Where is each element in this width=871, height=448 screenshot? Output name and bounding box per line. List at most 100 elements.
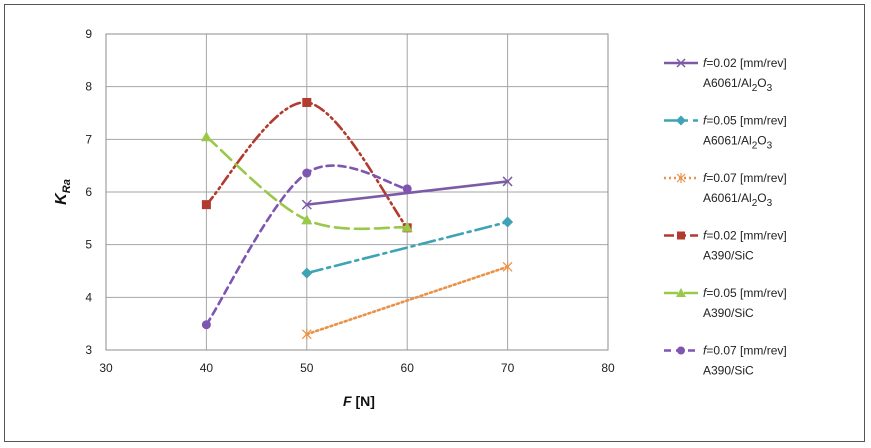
y-tick-label: 9 <box>85 27 92 41</box>
legend-feed-value: =0.05 [mm/rev] <box>706 286 786 300</box>
data-point <box>301 199 312 210</box>
series-line <box>205 164 409 327</box>
legend-marker <box>676 173 686 183</box>
series-2 <box>301 216 514 279</box>
x-tick-label: 70 <box>501 361 515 375</box>
series-line <box>305 265 509 336</box>
legend-label-line2: A6061/Al2O3 <box>703 76 773 94</box>
data-point <box>402 184 412 194</box>
x-axis-symbol: F <box>343 393 352 409</box>
legend-material: A6061/Al <box>703 134 752 148</box>
legend-f-symbol: f <box>703 286 708 300</box>
legend-entry-3: f=0.07 [mm/rev] A6061/Al2O3 <box>664 171 787 209</box>
legend-label-line1: f=0.07 [mm/rev] <box>703 171 787 185</box>
y-tick-label: 3 <box>85 343 92 357</box>
legend-label-line1: f=0.07 [mm/rev] <box>703 344 787 358</box>
y-tick-label: 4 <box>85 290 92 304</box>
legend-marker <box>676 288 686 297</box>
legend-material: A6061/Al <box>703 76 752 90</box>
legend-entry-4: f=0.02 [mm/rev] A390/SiC <box>664 229 787 263</box>
legend-entry-5: f=0.05 [mm/rev] A390/SiC <box>664 286 787 320</box>
legend-material-tail: O <box>757 191 766 205</box>
legend-material: A390/SiC <box>703 249 754 263</box>
tick-labels: 30 40 50 60 70 80 3 4 5 6 7 8 9 <box>85 27 615 375</box>
legend-entry-1: f=0.02 [mm/rev] A6061/Al2O3 <box>664 56 787 94</box>
legend-feed-value: =0.05 [mm/rev] <box>706 114 786 128</box>
y-axis-subscript: Ra <box>61 179 73 193</box>
legend-material-tail: O <box>757 134 766 148</box>
series-6 <box>201 164 412 330</box>
axis-titles: F [N] KRa <box>53 179 375 409</box>
legend-label-line1: f=0.02 [mm/rev] <box>703 229 787 243</box>
legend-f-symbol: f <box>703 56 708 70</box>
legend-material-tail: O <box>757 76 766 90</box>
legend-feed-value: =0.07 [mm/rev] <box>706 171 786 185</box>
legend-marker <box>676 115 686 126</box>
legend-f-symbol: f <box>703 229 708 243</box>
x-axis-unit: [N] <box>352 393 375 409</box>
legend-label-line1: f=0.02 [mm/rev] <box>703 56 787 70</box>
legend-subscript: 3 <box>767 198 773 209</box>
legend-entry-2: f=0.05 [mm/rev] A6061/Al2O3 <box>664 114 787 152</box>
data-point <box>502 216 514 228</box>
y-tick-label: 6 <box>85 185 92 199</box>
series-layer <box>200 97 514 340</box>
x-tick-label: 60 <box>401 361 415 375</box>
legend-subscript: 2 <box>752 198 758 209</box>
legend-label-line1: f=0.05 [mm/rev] <box>703 286 787 300</box>
data-point <box>502 261 513 273</box>
x-axis-title: F [N] <box>343 393 375 409</box>
x-tick-label: 40 <box>200 361 214 375</box>
plot-area-border <box>105 33 609 351</box>
legend-marker <box>677 231 685 240</box>
legend-material: A6061/Al <box>703 191 752 205</box>
legend-material: A390/SiC <box>703 306 754 320</box>
legend-feed-value: =0.02 [mm/rev] <box>706 229 786 243</box>
data-point <box>301 328 312 340</box>
gridlines <box>105 33 609 351</box>
legend-f-symbol: f <box>703 171 708 185</box>
series-line <box>305 220 509 275</box>
data-point <box>301 214 313 225</box>
data-point <box>401 221 413 232</box>
x-tick-label: 30 <box>99 361 113 375</box>
y-tick-label: 5 <box>85 238 92 252</box>
legend-marker <box>676 58 686 68</box>
legend-label-line2: A390/SiC <box>703 364 754 378</box>
legend-f-symbol: f <box>703 114 708 128</box>
legend-label-line2: A6061/Al2O3 <box>703 191 773 209</box>
series-3 <box>301 261 513 340</box>
legend-f-symbol: f <box>703 344 708 358</box>
data-point <box>201 200 211 210</box>
legend-subscript: 3 <box>767 83 773 94</box>
x-tick-label: 80 <box>601 361 615 375</box>
y-axis-title: KRa <box>53 179 73 205</box>
y-tick-label: 7 <box>85 132 92 146</box>
legend-label-line2: A6061/Al2O3 <box>703 134 773 152</box>
plot-area <box>105 33 609 351</box>
legend-subscript: 2 <box>752 83 758 94</box>
chart-frame <box>4 4 865 442</box>
y-axis-symbol: K <box>53 192 70 205</box>
legend-marker <box>677 346 685 355</box>
data-point <box>301 267 313 279</box>
legend-material: A390/SiC <box>703 364 754 378</box>
legend-label-line2: A390/SiC <box>703 306 754 320</box>
data-point <box>302 168 312 178</box>
series-5 <box>200 131 413 232</box>
legend-entry-6: f=0.07 [mm/rev] A390/SiC <box>664 344 787 378</box>
data-point <box>302 97 312 107</box>
legend-feed-value: =0.02 [mm/rev] <box>706 56 786 70</box>
y-tick-label: 8 <box>85 80 92 94</box>
legend-label-line1: f=0.05 [mm/rev] <box>703 114 787 128</box>
data-point <box>502 176 513 187</box>
legend-label-line2: A390/SiC <box>703 249 754 263</box>
data-point <box>200 131 212 142</box>
data-point <box>201 320 211 330</box>
legend-subscript: 2 <box>752 141 758 152</box>
legend-feed-value: =0.07 [mm/rev] <box>706 344 786 358</box>
x-tick-label: 50 <box>300 361 314 375</box>
legend-subscript: 3 <box>767 141 773 152</box>
